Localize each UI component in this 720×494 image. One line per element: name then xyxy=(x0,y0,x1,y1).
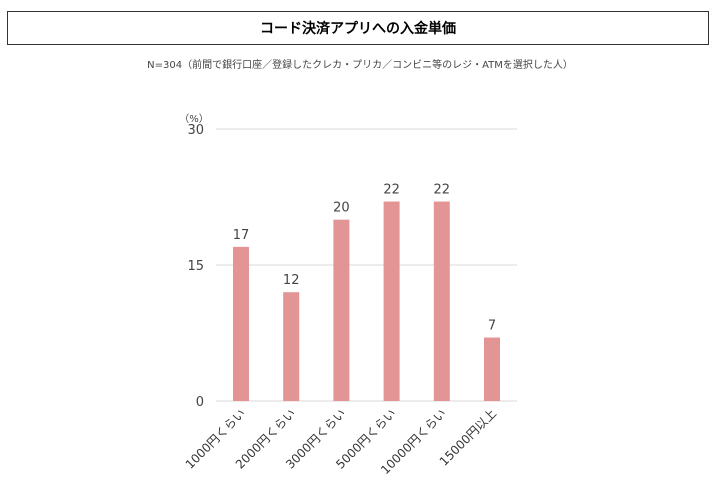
data-label: 22 xyxy=(434,183,451,198)
chart-title: コード決済アプリへの入金単価 xyxy=(7,11,709,45)
bar xyxy=(383,201,400,401)
bar xyxy=(484,337,500,401)
bar xyxy=(283,292,300,401)
chart-subtitle: N=304（前間で銀行口座／登録したクレカ・プリカ／コンビニ等のレジ・ATMを選… xyxy=(147,60,573,71)
y-tick-label: 0 xyxy=(196,395,204,410)
y-axis-ticks: 0 15 30 xyxy=(187,123,204,410)
bar xyxy=(433,201,450,401)
gridlines xyxy=(216,128,517,402)
data-labels: 17 12 20 22 22 7 xyxy=(233,183,496,334)
bar xyxy=(233,246,249,401)
data-label: 7 xyxy=(488,319,496,334)
y-axis-unit-label: （%） xyxy=(179,113,209,125)
data-label: 17 xyxy=(233,228,250,243)
data-label: 20 xyxy=(333,201,350,216)
y-tick-label: 30 xyxy=(187,123,204,138)
bars xyxy=(233,201,500,401)
data-label: 12 xyxy=(283,273,300,288)
bar xyxy=(333,219,350,401)
y-tick-label: 15 xyxy=(187,259,204,274)
x-axis-ticks: 1000円くらい2000円くらい3000円くらい5000円くらい10000円くら… xyxy=(183,406,499,477)
data-label: 22 xyxy=(383,183,400,198)
